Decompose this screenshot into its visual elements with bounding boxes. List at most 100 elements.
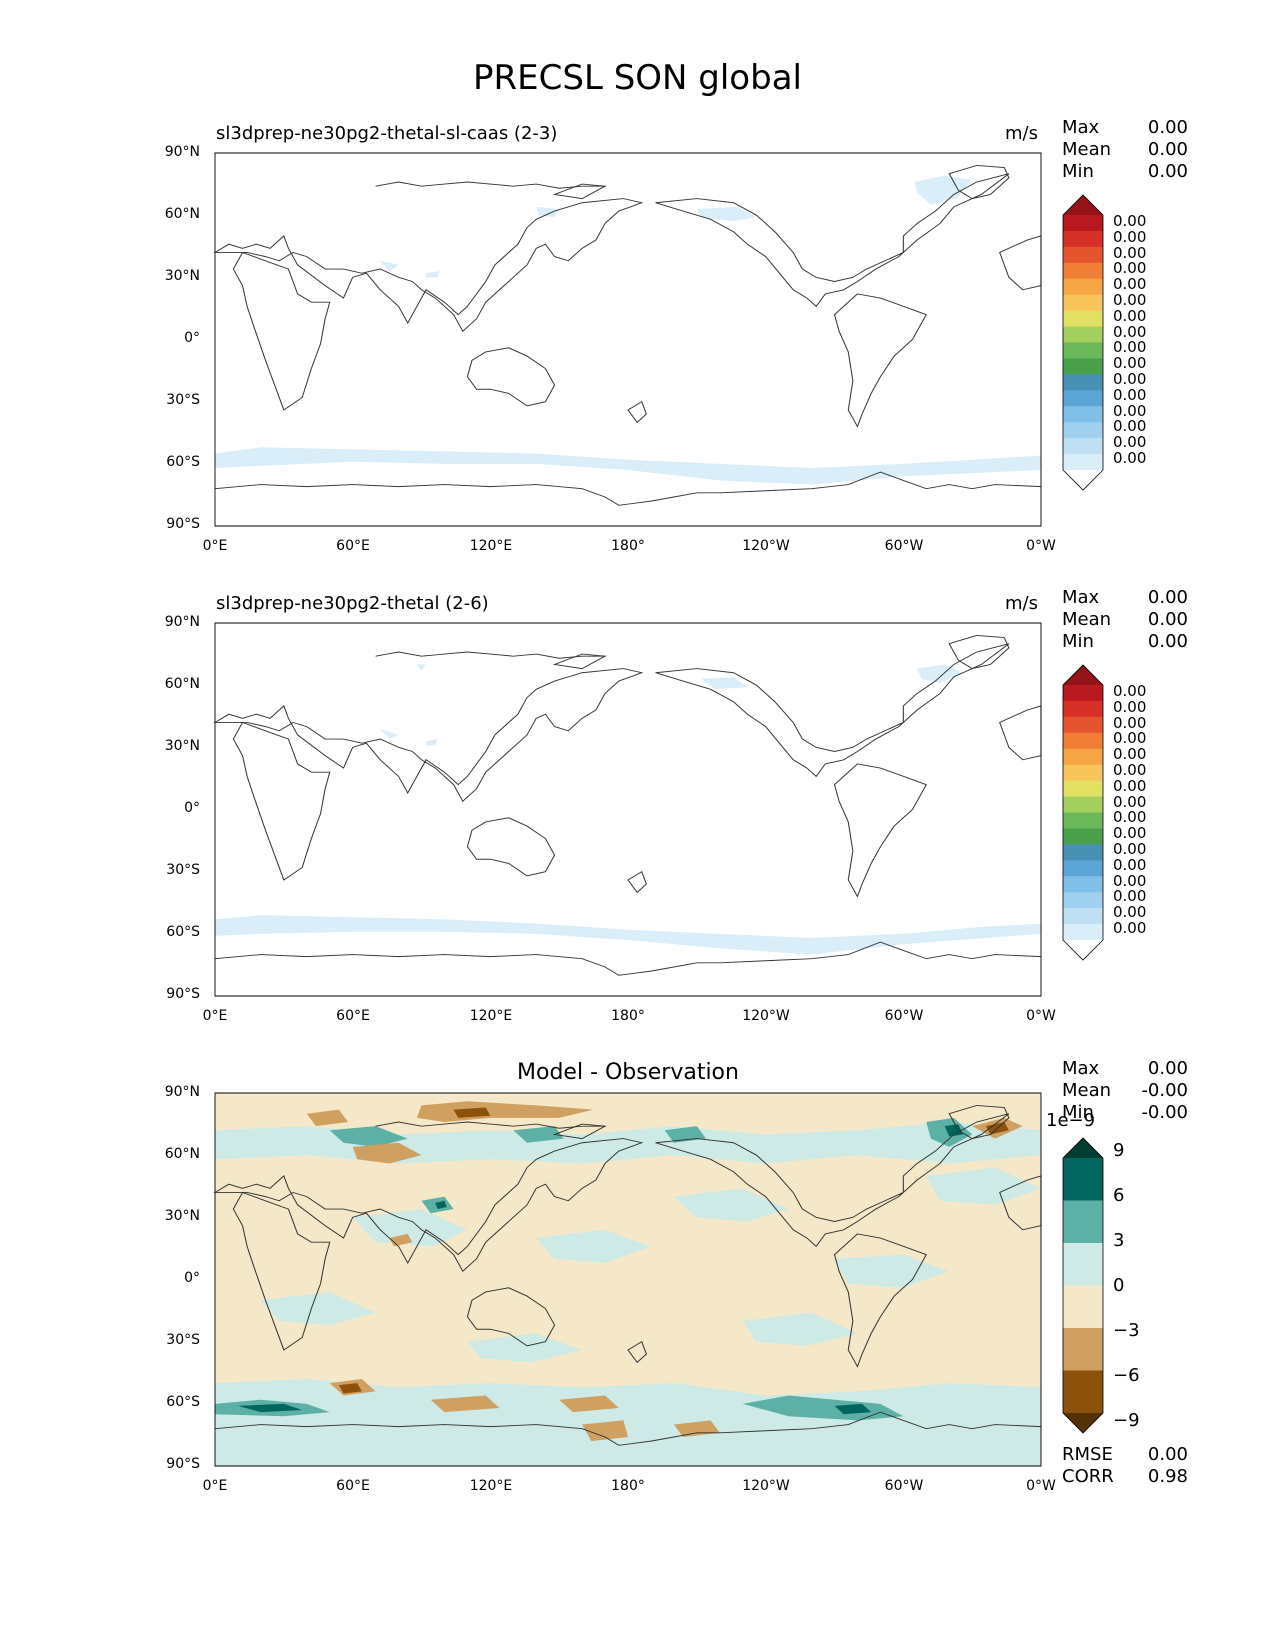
panel-3-cb-label-neg9: −9 — [1113, 1410, 1140, 1431]
panel-2-cb-label-15: 0.00 — [1113, 903, 1147, 922]
panel-2-colorbar-swatch-9 — [1063, 812, 1103, 829]
panel-2-xtick-60w: 60°W — [884, 1008, 924, 1024]
panel-3-ytick-30s: 30°S — [166, 1332, 200, 1348]
panel-2-colorbar-swatch-13 — [1063, 876, 1103, 893]
panel-2-xtick-0w: 0°W — [1026, 1008, 1056, 1024]
panel-3-xtick-180: 180° — [611, 1478, 645, 1494]
panel-2-cb-label-8: 0.00 — [1113, 792, 1147, 811]
panel-1-cb-label-12: 0.00 — [1113, 385, 1147, 404]
panel-1-xtick-0w: 0°W — [1026, 538, 1056, 554]
panel-3-ytick-90n: 90°N — [164, 1084, 200, 1100]
panel-1-cb-label-9: 0.00 — [1113, 338, 1147, 357]
panel-3-min-label: Min — [1062, 1102, 1094, 1123]
panel-2-cb-label-6: 0.00 — [1113, 760, 1147, 779]
panel-1-colorbar-extend-max — [1063, 195, 1103, 215]
panel-3-negative-anomaly — [306, 1101, 1023, 1442]
panel-2-frame — [215, 623, 1041, 996]
panel-3-coastlines — [213, 1104, 1042, 1446]
panel-3-cb-label-9: 9 — [1113, 1140, 1125, 1161]
panel-3-colorbar-swatch-1 — [1063, 1158, 1103, 1201]
panel-2-xtick-120e: 120°E — [469, 1008, 513, 1024]
panel-2-colorbar-swatch-5 — [1063, 748, 1103, 766]
panel-3-colorbar — [1062, 1137, 1104, 1434]
panel-2-ytick-30n: 30°N — [164, 738, 200, 754]
panel-2-mean-value: 0.00 — [1147, 609, 1188, 630]
panel-3-corr-value: 0.98 — [1147, 1466, 1188, 1487]
panel-2-cb-label-2: 0.00 — [1113, 697, 1147, 716]
panel-3-max-label: Max — [1062, 1058, 1100, 1079]
panel-1-ytick-0: 0° — [184, 330, 200, 346]
panel-2-title: sl3dprep-ne30pg2-thetal (2-6) — [216, 593, 489, 614]
panel-3-xtick-60e: 60°E — [336, 1478, 370, 1494]
panel-2-mean-label: Mean — [1062, 609, 1112, 630]
panel-1-colorbar-swatch-5 — [1063, 278, 1103, 296]
panel-2-cb-label-9: 0.00 — [1113, 808, 1147, 827]
panel-1-cb-label-15: 0.00 — [1113, 433, 1147, 452]
panel-1-colorbar-swatch-2 — [1063, 230, 1103, 248]
panel-2-colorbar-swatch-16 — [1063, 924, 1103, 941]
panel-1-title: sl3dprep-ne30pg2-thetal-sl-caas (2-3) — [216, 123, 558, 144]
panel-2-colorbar-swatch-2 — [1063, 700, 1103, 718]
panel-1-cb-label-5: 0.00 — [1113, 275, 1147, 294]
panel-3-cb-label-neg6: −6 — [1113, 1365, 1140, 1386]
panel-2-cb-label-12: 0.00 — [1113, 855, 1147, 874]
panel-3-cb-label-0: 0 — [1113, 1275, 1125, 1296]
panel-3-colorbar-swatch-2 — [1063, 1200, 1103, 1244]
panel-2-colorbar-labels: 0.00 0.00 0.00 0.00 0.00 0.00 0.00 0.00 … — [1113, 683, 1147, 937]
panel-3-colorbar-scale: 1e−9 — [1046, 1110, 1096, 1131]
panel-1-cb-label-1: 0.00 — [1113, 212, 1147, 230]
panel-2-ytick-90s: 90°S — [166, 986, 200, 1002]
panel-2-colorbar-swatch-3 — [1063, 716, 1103, 734]
panel-2-xtick-60e: 60°E — [336, 1008, 370, 1024]
panel-1-cb-label-8: 0.00 — [1113, 322, 1147, 341]
panel-2-cb-label-13: 0.00 — [1113, 871, 1147, 890]
panel-1-min-value: 0.00 — [1147, 161, 1188, 182]
panel-2-colorbar-swatch-11 — [1063, 844, 1103, 861]
panel-1-xtick-60e: 60°E — [336, 538, 370, 554]
panel-3-strong-negative — [338, 1107, 1009, 1394]
panel-1-coastlines — [213, 164, 1042, 506]
panel-3-colorbar-outline — [1062, 1137, 1104, 1434]
panel-1-colorbar-swatch-11 — [1063, 374, 1103, 391]
panel-2-colorbar-swatch-14 — [1063, 892, 1103, 909]
panel-2-colorbar — [1062, 664, 1104, 961]
panel-3-colorbar-swatch-4 — [1063, 1285, 1103, 1329]
panel-3-cb-label-6: 6 — [1113, 1185, 1125, 1206]
panel-3-mean-value: -0.00 — [1141, 1080, 1188, 1101]
panel-3-xtick-120e: 120°E — [469, 1478, 513, 1494]
panel-2-ytick-0: 0° — [184, 800, 200, 816]
panel-2-colorbar-swatch-6 — [1063, 764, 1103, 782]
panel-1-xtick-180: 180° — [611, 538, 645, 554]
panel-1-cb-label-14: 0.00 — [1113, 417, 1147, 436]
panel-1-colorbar-swatch-7 — [1063, 310, 1103, 328]
panel-1-colorbar-swatch-8 — [1063, 326, 1103, 343]
panel-2-cb-label-7: 0.00 — [1113, 776, 1147, 795]
panel-2-colorbar-swatch-15 — [1063, 908, 1103, 925]
panel-3-rmse-label: RMSE — [1062, 1444, 1113, 1465]
panel-1-colorbar-labels: 0.00 0.00 0.00 0.00 0.00 0.00 0.00 0.00 … — [1113, 212, 1147, 467]
panel-1-units: m/s — [1005, 123, 1038, 144]
panel-2-cb-label-16: 0.00 — [1113, 918, 1147, 937]
panel-2-cb-label-4: 0.00 — [1113, 729, 1147, 748]
panel-3-ytick-60n: 60°N — [164, 1146, 200, 1162]
panel-3-ytick-30n: 30°N — [164, 1208, 200, 1224]
panel-2-cb-label-5: 0.00 — [1113, 745, 1147, 764]
panel-3-colorbar-swatch-3 — [1063, 1243, 1103, 1286]
panel-1-colorbar-swatch-4 — [1063, 262, 1103, 280]
panel-1-ytick-30s: 30°S — [166, 392, 200, 408]
panel-1-cb-label-13: 0.00 — [1113, 401, 1147, 420]
panel-1-colorbar-swatch-15 — [1063, 438, 1103, 455]
panel-1-cb-label-10: 0.00 — [1113, 354, 1147, 373]
panel-3-ytick-0: 0° — [184, 1270, 200, 1286]
panel-2-colorbar-swatch-7 — [1063, 780, 1103, 798]
panel-1-cb-label-11: 0.00 — [1113, 369, 1147, 388]
panel-1-colorbar-outline — [1062, 194, 1104, 491]
panel-2-colorbar-swatch-8 — [1063, 796, 1103, 813]
panel-1-colorbar-swatch-10 — [1063, 358, 1103, 375]
panel-1-colorbar-swatch-9 — [1063, 342, 1103, 359]
panel-2-colorbar-swatch-4 — [1063, 732, 1103, 750]
panel-1-frame — [215, 153, 1041, 526]
panel-2-colorbar-swatch-1 — [1063, 685, 1103, 702]
panel-2-ytick-90n: 90°N — [164, 614, 200, 630]
panel-1-ytick-60n: 60°N — [164, 206, 200, 222]
